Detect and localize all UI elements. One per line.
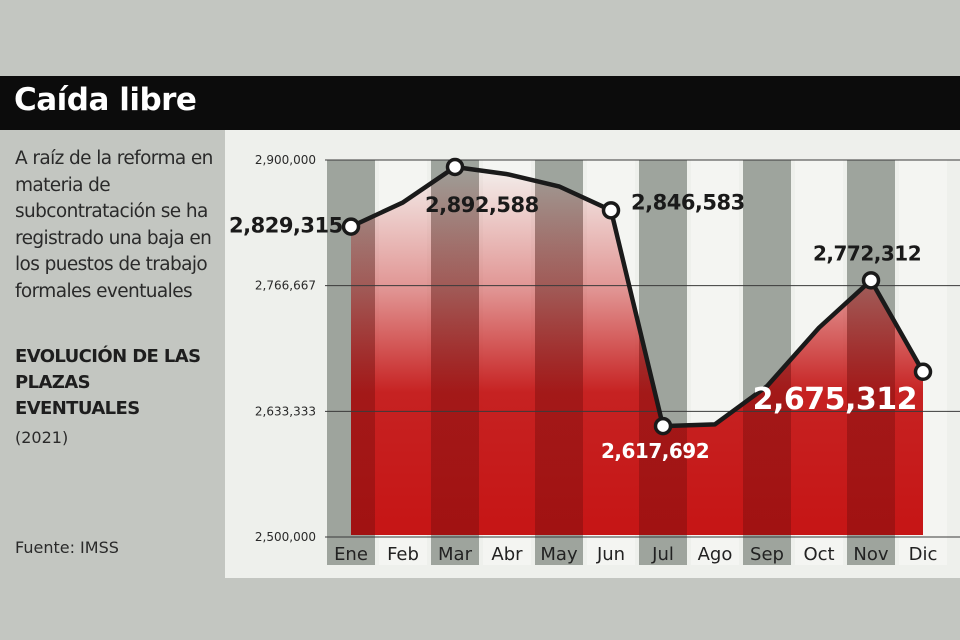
y-tick-label: 2,766,667 [255,279,316,293]
data-point-dic [913,362,933,382]
y-tick-label: 2,500,000 [255,530,316,544]
x-tick-label: Feb [387,544,419,565]
x-tick-label: Dic [909,544,938,565]
title-bar: Caída libre [0,76,960,130]
series-line [348,164,926,429]
subtitle: EVOLUCIÓN DE LAS PLAZAS EVENTUALES [15,346,201,419]
data-point-nov [861,271,881,290]
area-band-may [535,166,583,535]
area-band-mar [431,166,479,535]
x-tick-label: Mar [438,544,473,565]
data-point-ene [341,217,361,236]
x-tick-label: Oct [803,544,834,565]
y-tick-label: 2,900,000 [255,153,316,167]
year: (2021) [15,428,69,447]
x-tick-label: Nov [853,544,888,565]
data-label-jul: 2,617,692 [601,439,709,463]
x-tick-label: Ene [334,544,368,565]
left-panel: A raíz de la reforma en materia de subco… [0,130,225,578]
description: A raíz de la reforma en materia de subco… [15,148,213,302]
data-point-mar [445,157,465,177]
x-tick-label: Jun [596,544,625,565]
x-tick-label: Sep [750,544,784,565]
x-tick-label: May [540,544,578,565]
x-tick-label: Abr [491,544,523,565]
x-tick-label: Jul [651,544,674,565]
title: Caída libre [14,82,197,118]
line-chart: 2,500,000 2,633,333 2,766,667 2,900,000 Ene… [229,153,960,565]
x-tick-label: Ago [698,544,733,565]
y-tick-label: 2,633,333 [255,404,316,418]
data-label-nov: 2,772,312 [813,241,921,265]
data-label-dic: 2,675,312 [753,382,917,417]
data-label-jun: 2,846,583 [631,190,745,214]
source: Fuente: IMSS [15,538,119,557]
data-label-mar: 2,892,588 [425,193,539,217]
data-point-jul [653,416,673,436]
data-point-jun [601,201,621,220]
data-label-ene: 2,829,315 [229,214,343,238]
chart-panel: 2,500,000 2,633,333 2,766,667 2,900,000 Ene… [225,130,960,578]
